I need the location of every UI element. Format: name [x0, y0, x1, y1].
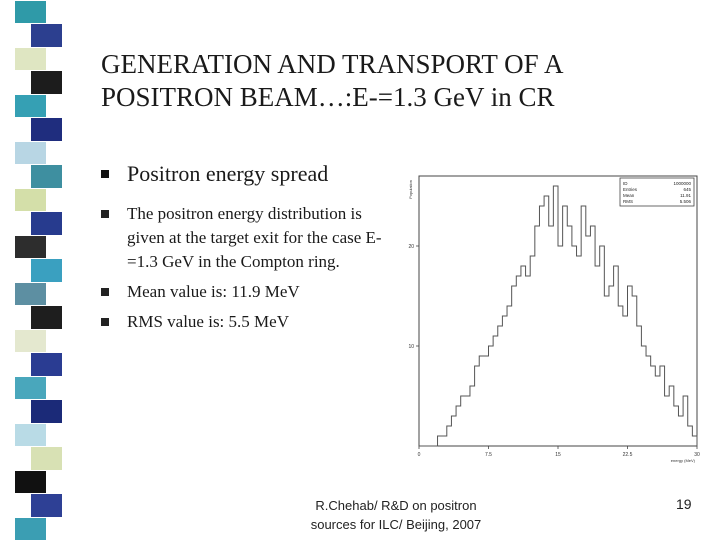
histogram-line — [419, 185, 698, 447]
x-tick-label: 30 — [694, 452, 700, 458]
stats-value: 11.91 — [680, 193, 691, 198]
y-tick-label: 10 — [408, 344, 414, 350]
stripe-block — [14, 234, 47, 260]
bullet-item: Mean value is: 11.9 MeV — [101, 280, 391, 304]
decorative-stripe — [0, 0, 63, 541]
x-tick-label: 7.5 — [485, 452, 492, 458]
bullet-item: The positron energy distribution is give… — [101, 202, 391, 274]
bullet-text: Positron energy spread — [127, 161, 329, 186]
stats-label: ID — [623, 181, 628, 186]
stripe-block — [14, 375, 47, 401]
x-axis: 0 7.5 15 22.5 30 — [418, 446, 700, 458]
x-tick-label: 0 — [418, 452, 421, 458]
stripe-block — [30, 258, 63, 283]
stripe-block — [14, 516, 47, 541]
footer-line-1: R.Chehab/ R&D on positron — [315, 498, 477, 513]
stripe-block — [14, 328, 47, 354]
stripe-block — [30, 305, 63, 330]
x-tick-label: 15 — [555, 452, 561, 458]
stripe-block — [14, 187, 47, 213]
stripe-block — [14, 281, 47, 307]
stats-box-frame — [619, 177, 695, 207]
bullet-item: Positron energy spread — [101, 160, 391, 188]
stats-box: ID 1000000 Entries 645 Mean 11.91 RMS 5.506 — [619, 177, 695, 207]
x-tick-label: 22.5 — [623, 452, 633, 458]
bullet-text: Mean value is: 11.9 MeV — [127, 282, 300, 301]
title-line-2: POSITRON BEAM…:E-=1.3 GeV in CR — [101, 82, 555, 112]
stripe-block — [14, 469, 47, 495]
y-tick-label: 20 — [408, 244, 414, 250]
slide-title: GENERATION AND TRANSPORT OF A POSITRON B… — [101, 48, 701, 114]
stripe-block — [30, 23, 63, 48]
page-number: 19 — [676, 496, 692, 512]
footer-line-2: sources for ILC/ Beijing, 2007 — [310, 517, 482, 532]
stripe-block — [30, 70, 63, 95]
stats-label: Mean — [623, 193, 635, 198]
stripe-block — [30, 493, 63, 518]
footer: R.Chehab/ R&D on positron sources for IL… — [290, 496, 502, 534]
stripe-block — [30, 352, 63, 377]
title-line-1: GENERATION AND TRANSPORT OF A — [101, 49, 564, 79]
stripe-block — [30, 117, 63, 142]
stats-label: Entries — [623, 187, 638, 192]
square-bullet-icon — [101, 170, 109, 178]
stripe-block — [30, 399, 63, 424]
square-bullet-icon — [101, 318, 109, 326]
x-axis-label: energy (MeV) — [671, 458, 696, 463]
stripe-block — [14, 0, 47, 25]
bullet-item: RMS value is: 5.5 MeV — [101, 310, 391, 334]
stripe-block — [14, 46, 47, 72]
stats-value: 1000000 — [673, 181, 691, 186]
bullet-list: Positron energy spread The positron ener… — [101, 160, 391, 340]
bullet-text: The positron energy distribution is give… — [127, 204, 382, 271]
stats-value: 5.506 — [680, 199, 692, 204]
bullet-text: RMS value is: 5.5 MeV — [127, 312, 289, 331]
stripe-block — [14, 422, 47, 448]
stripe-block — [14, 140, 47, 166]
stats-value: 645 — [683, 187, 691, 192]
stripe-block — [14, 93, 47, 119]
square-bullet-icon — [101, 288, 109, 296]
stripe-block — [30, 164, 63, 189]
energy-histogram: ID 1000000 Entries 645 Mean 11.91 RMS 5.506 10 2… — [398, 168, 705, 463]
y-axis-label: Population — [408, 180, 413, 199]
stripe-block — [30, 446, 63, 471]
square-bullet-icon — [101, 210, 109, 218]
stats-label: RMS — [623, 199, 633, 204]
y-axis: 10 20 — [408, 244, 419, 350]
stripe-block — [30, 211, 63, 236]
